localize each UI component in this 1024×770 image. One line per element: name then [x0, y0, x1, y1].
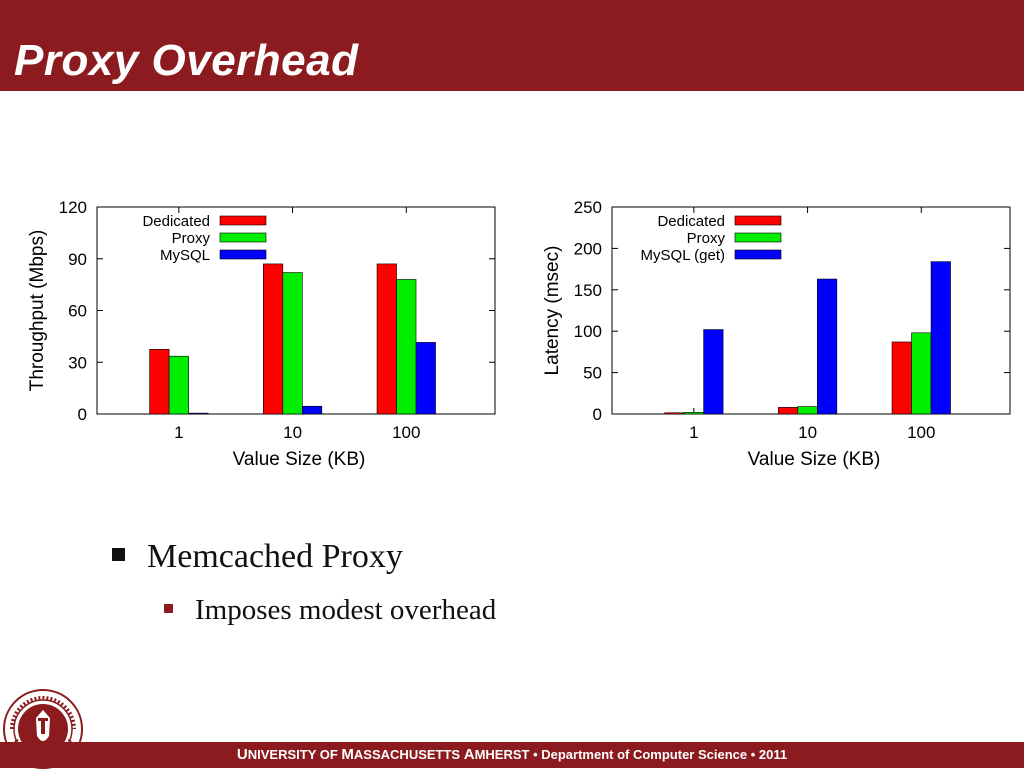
bar-proxy: [168, 355, 189, 415]
y-tick-label: 0: [78, 405, 87, 424]
footer-year: 2011: [758, 747, 788, 762]
footer-massachusetts-word: ASSACHUSETTS: [353, 747, 464, 762]
y-axis-label: Latency (msec): [542, 246, 563, 376]
footer-university-word: NIVERSITY OF: [247, 747, 342, 762]
square-bullet-icon: [164, 604, 173, 613]
y-tick-label: 200: [574, 239, 602, 258]
legend-label: Dedicated: [142, 213, 210, 230]
bar-dedicated: [664, 412, 685, 415]
y-tick-label: 90: [68, 250, 87, 269]
bar-proxy: [797, 406, 818, 415]
bar-mysql: [415, 342, 436, 415]
x-tick-label: 10: [798, 423, 817, 442]
y-tick-label: 50: [583, 364, 602, 383]
bullet-level-1: Memcached Proxy: [112, 538, 612, 576]
bar-dedicated: [263, 263, 284, 415]
legend-swatch: [219, 249, 267, 260]
square-bullet-icon: [112, 548, 125, 561]
bullet-text: Memcached Proxy: [147, 538, 403, 575]
legend-swatch: [734, 215, 782, 226]
legend-swatch: [734, 249, 782, 260]
x-tick-label: 1: [689, 423, 698, 442]
footer-separator: •: [747, 747, 759, 762]
y-axis-label: Throughput (Mbps): [27, 230, 48, 392]
legend-swatch: [219, 215, 267, 226]
legend-label: MySQL: [160, 247, 210, 264]
bullet-level-2: Imposes modest overhead: [164, 594, 496, 627]
bar-mysql-get: [817, 278, 838, 415]
footer-department: Department of Computer Science: [541, 747, 748, 762]
legend-label: MySQL (get): [641, 247, 725, 264]
latency-chart-svg: 0 50 100 150 200 250 1 10 100 DedicatedProxyMySQL…: [542, 198, 1011, 470]
footer-bar: UNIVERSITY OF MASSACHUSETTS AMHERST • De…: [0, 742, 1024, 768]
bar-dedicated: [149, 349, 170, 415]
bar-mysql: [188, 412, 209, 415]
slide-title: Proxy Overhead: [14, 36, 359, 85]
footer-separator: •: [529, 747, 542, 762]
x-axis-label: Value Size (KB): [748, 449, 881, 470]
y-tick-label: 0: [593, 405, 602, 424]
bar-dedicated: [891, 341, 912, 415]
footer-university-initial: U: [236, 746, 248, 763]
bar-proxy: [911, 332, 932, 415]
x-axis-label: Value Size (KB): [233, 449, 366, 470]
y-tick-label: 30: [68, 353, 87, 372]
bar-dedicated: [376, 263, 397, 415]
legend-swatch: [219, 232, 267, 243]
bar-dedicated: [778, 407, 799, 415]
y-tick-label: 250: [574, 198, 602, 217]
bar-proxy: [396, 279, 417, 415]
x-tick-label: 1: [174, 423, 183, 442]
x-tick-label: 100: [907, 423, 935, 442]
footer-massachusetts-initial: M: [341, 746, 354, 763]
legend-label: Dedicated: [657, 213, 725, 230]
bar-proxy: [683, 412, 704, 415]
y-tick-label: 60: [68, 302, 87, 321]
y-tick-label: 150: [574, 281, 602, 300]
footer-amherst-initial: A: [463, 746, 475, 763]
bar-mysql-get: [930, 261, 951, 415]
bar-mysql: [302, 405, 323, 415]
throughput-chart: 0 30 60 90 120 1 10 100 Dedicated Proxy MySQL Value…: [20, 195, 510, 480]
bar-proxy: [282, 272, 303, 415]
title-bar: Proxy Overhead: [0, 0, 1024, 91]
y-tick-label: 100: [574, 322, 602, 341]
x-tick-label: 10: [283, 423, 302, 442]
latency-chart: 0 50 100 150 200 250 1 10 100 Dedicated Proxy MySQL…: [535, 195, 1024, 480]
sub-bullet-text: Imposes modest overhead: [195, 594, 497, 626]
bar-mysql-get: [703, 329, 724, 415]
y-tick-label: 120: [59, 198, 87, 217]
legend-label: Proxy: [172, 230, 211, 247]
x-tick-label: 100: [392, 423, 420, 442]
legend-swatch: [734, 232, 782, 243]
legend-label: Proxy: [687, 230, 726, 247]
footer-text: UNIVERSITY OF MASSACHUSETTS AMHERST • De…: [0, 742, 1024, 768]
footer-amherst-word: MHERST: [474, 747, 530, 762]
